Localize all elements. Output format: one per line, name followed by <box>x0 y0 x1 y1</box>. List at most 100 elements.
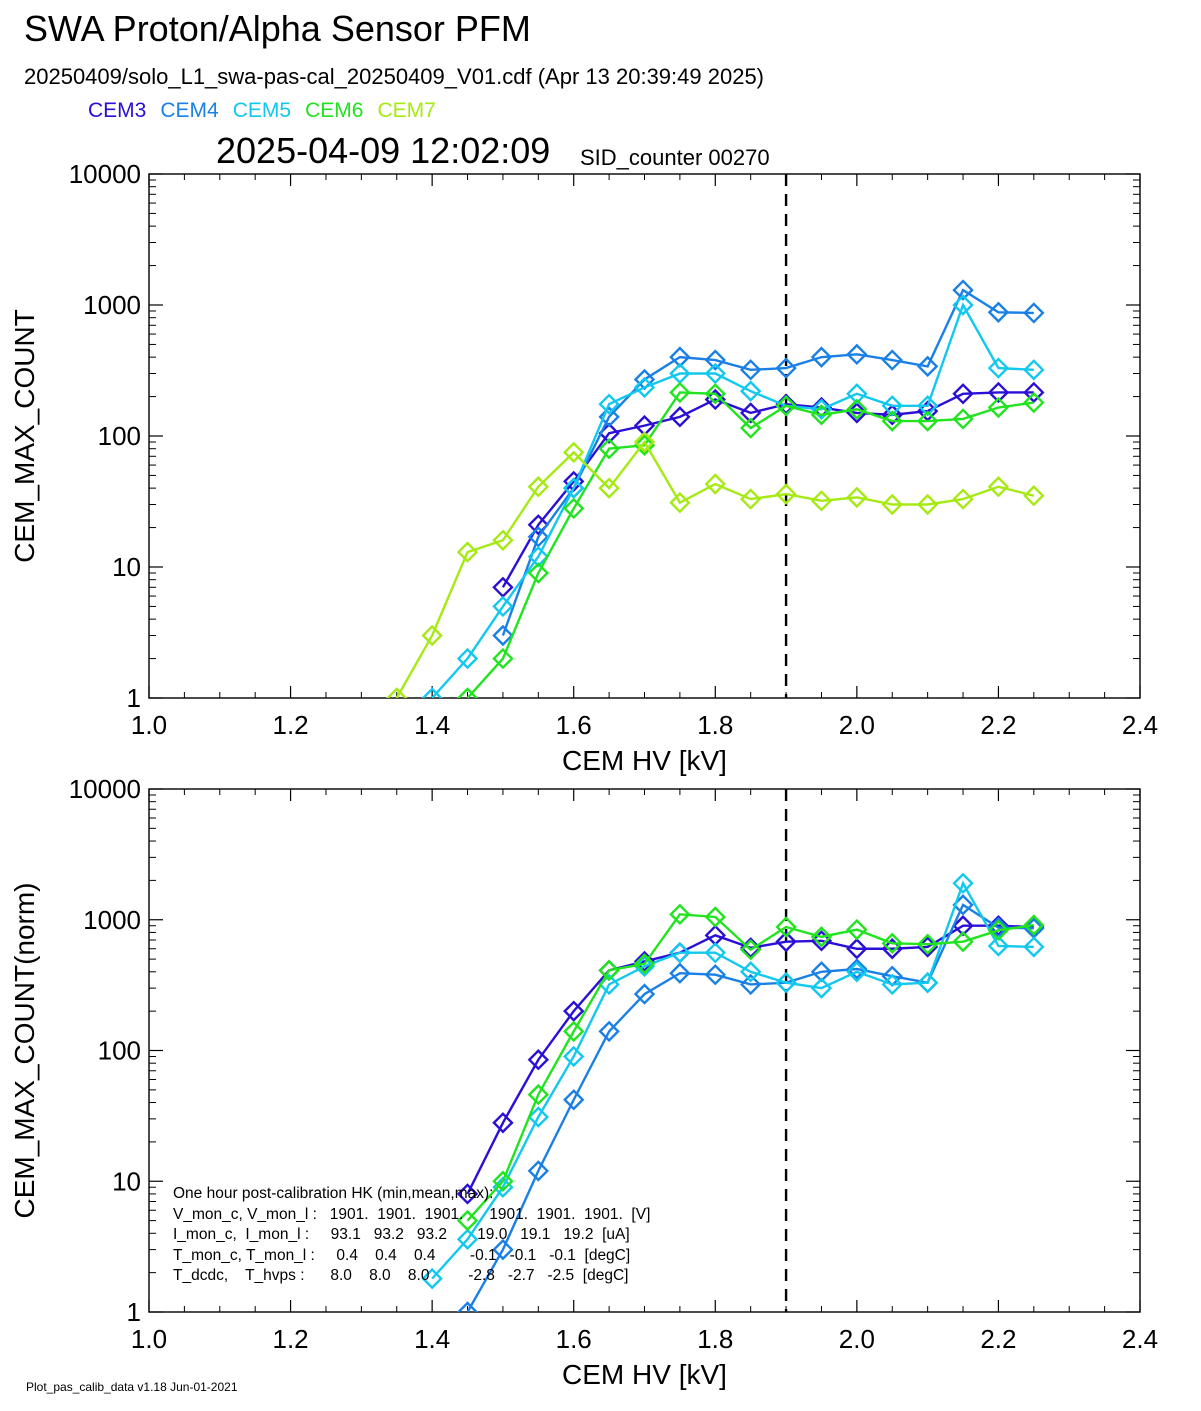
series-point <box>881 410 903 432</box>
series-point <box>456 647 479 670</box>
series-point <box>916 395 939 417</box>
series-point <box>527 1106 550 1128</box>
series-point <box>421 1267 443 1290</box>
series-point <box>1023 302 1045 324</box>
series-point <box>881 493 903 516</box>
series-point <box>987 919 1010 942</box>
series-point <box>704 963 726 986</box>
series-point <box>563 477 585 499</box>
x-tick-label: 1.6 <box>556 1324 592 1354</box>
series-point <box>563 1045 585 1068</box>
legend-entry: CEM5 <box>232 99 292 122</box>
series-point <box>704 362 726 385</box>
series-point <box>775 972 797 994</box>
series-point <box>952 408 974 430</box>
y-tick-label: 1 <box>127 1297 141 1327</box>
series-point <box>987 935 1010 957</box>
y-tick-label: 10000 <box>69 159 141 189</box>
series-point <box>669 406 691 428</box>
series-point <box>527 476 550 498</box>
series-point <box>846 938 868 960</box>
series-point <box>527 562 550 584</box>
series-point <box>456 1209 479 1232</box>
series-point <box>739 973 762 996</box>
series-point <box>775 395 797 417</box>
series-point <box>775 916 797 938</box>
hk-line: T_dcdc, T_hvps : 8.0 8.0 8.0 -2.8 -2.7 -… <box>173 1267 629 1284</box>
series-point <box>633 376 656 399</box>
series-point <box>492 1170 514 1192</box>
sid-counter: SID_counter 00270 <box>580 145 770 170</box>
series-point <box>563 1089 585 1111</box>
series-point <box>669 381 691 404</box>
x-tick-label: 1.6 <box>556 710 592 740</box>
file-info: 20250409/solo_L1_swa-pas-cal_20250409_V0… <box>24 64 765 89</box>
hk-line: T_mon_c, T_mon_l : 0.4 0.4 0.4 -0.1 -0.1… <box>173 1246 631 1264</box>
x-tick-label: 2.2 <box>980 1324 1016 1354</box>
series-point <box>563 497 585 520</box>
hk-summary: One hour post-calibration HK (min,mean,m… <box>173 1184 650 1287</box>
series-point <box>492 529 514 551</box>
series-point <box>987 476 1010 498</box>
series-point <box>916 933 939 955</box>
hk-line: I_mon_c, I_mon_l : 93.1 93.2 93.2 19.0 1… <box>173 1226 630 1243</box>
series-point <box>456 1183 479 1205</box>
series-point <box>598 393 620 415</box>
x-tick-label: 2.4 <box>1122 710 1158 740</box>
series-point <box>987 357 1010 379</box>
series-point <box>633 953 656 975</box>
series-point <box>633 431 656 453</box>
series-point <box>704 941 726 964</box>
series-point <box>881 932 903 955</box>
series-point <box>669 903 691 926</box>
x-tick-label: 1.8 <box>697 710 733 740</box>
y-tick-label: 10000 <box>69 774 141 804</box>
legend-entry: CEM4 <box>160 99 219 122</box>
series-line <box>501 391 1034 588</box>
x-axis-label: CEM HV [kV] <box>562 1359 727 1390</box>
series-point <box>386 687 408 698</box>
legend-entry: CEM3 <box>88 99 147 122</box>
series-point <box>952 488 974 510</box>
series-point <box>810 490 833 512</box>
series-point <box>739 488 762 510</box>
y-tick-label: 1 <box>127 683 141 713</box>
y-tick-label: 100 <box>98 1036 141 1066</box>
series-point <box>952 294 974 316</box>
series-point <box>810 404 833 426</box>
series-point <box>952 930 974 953</box>
legend-entry: CEM6 <box>305 99 364 122</box>
series-point <box>739 939 762 961</box>
x-tick-label: 1.8 <box>697 1324 733 1354</box>
series-point <box>881 349 903 371</box>
series-point <box>846 343 868 366</box>
series-point <box>1023 485 1045 507</box>
series-point <box>421 624 443 647</box>
series-point <box>563 1020 585 1043</box>
series-point <box>669 491 691 514</box>
series-point <box>952 872 974 895</box>
series-point <box>598 406 620 428</box>
y-tick-label: 1000 <box>83 290 141 320</box>
legend-entry: CEM7 <box>377 99 436 122</box>
series-point <box>952 383 974 405</box>
x-tick-label: 1.0 <box>131 1324 167 1354</box>
series-point <box>527 1160 550 1182</box>
series-point <box>456 541 479 563</box>
series-point <box>775 357 797 379</box>
series-point <box>846 398 868 420</box>
series-line <box>466 913 1034 1222</box>
series-point <box>881 395 903 417</box>
series-point <box>739 359 762 381</box>
series-point <box>633 983 656 1005</box>
series-line <box>431 880 1034 1280</box>
series-point <box>563 1000 585 1022</box>
hk-line: V_mon_c, V_mon_l : 1901. 1901. 1901. 190… <box>173 1205 651 1223</box>
series-point <box>492 624 514 647</box>
series-point <box>775 483 797 505</box>
series-point <box>987 381 1010 404</box>
y-tick-label: 1000 <box>83 905 141 935</box>
series-line <box>501 288 1034 636</box>
series-point <box>810 977 833 999</box>
